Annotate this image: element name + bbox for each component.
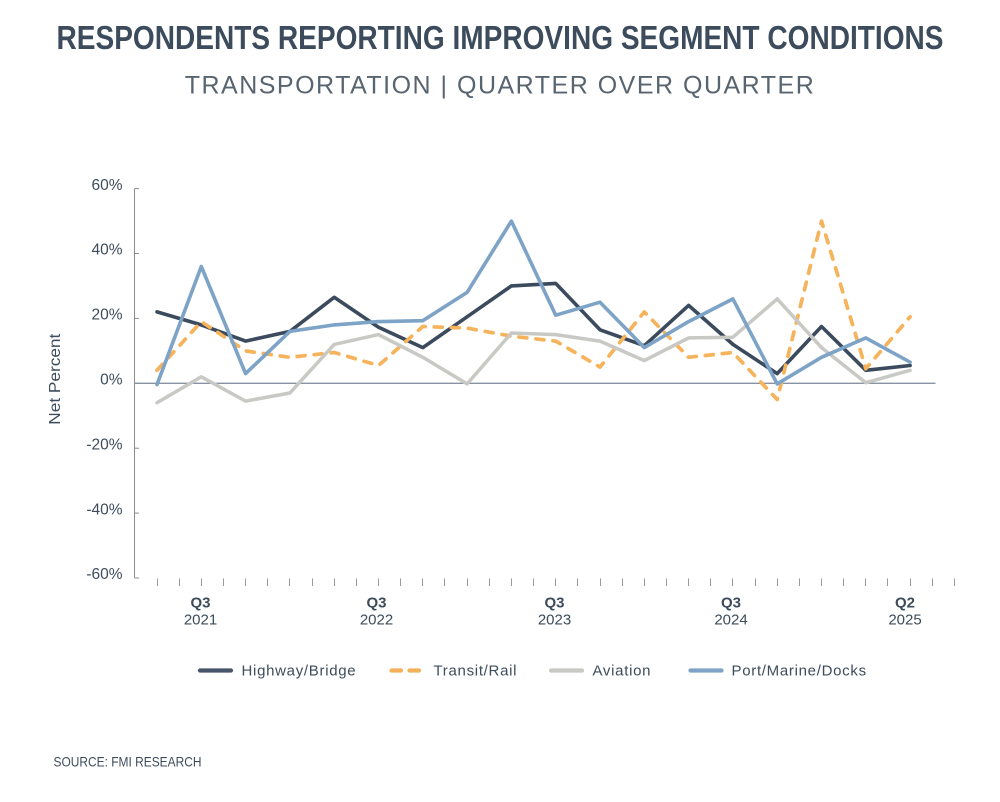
- svg-text:Q3: Q3: [190, 595, 210, 612]
- svg-text:TRANSPORTATION | QUARTER OVER: TRANSPORTATION | QUARTER OVER QUARTER: [185, 71, 816, 99]
- svg-text:Q3: Q3: [721, 595, 741, 612]
- svg-text:RESPONDENTS REPORTING IMPROVIN: RESPONDENTS REPORTING IMPROVING SEGMENT …: [57, 19, 944, 56]
- svg-text:Q3: Q3: [366, 595, 386, 612]
- svg-text:2024: 2024: [714, 612, 747, 629]
- svg-text:Port/Marine/Docks: Port/Marine/Docks: [732, 662, 867, 679]
- svg-text:-40%: -40%: [86, 501, 122, 518]
- svg-text:Aviation: Aviation: [593, 662, 652, 679]
- svg-text:2023: 2023: [538, 612, 571, 629]
- svg-text:Net Percent: Net Percent: [47, 333, 64, 425]
- svg-text:Q2: Q2: [895, 595, 915, 612]
- svg-text:60%: 60%: [91, 177, 122, 194]
- svg-text:SOURCE: FMI RESEARCH: SOURCE: FMI RESEARCH: [54, 754, 202, 770]
- svg-text:-20%: -20%: [86, 436, 122, 453]
- svg-text:0%: 0%: [100, 372, 123, 389]
- svg-text:2021: 2021: [184, 612, 217, 629]
- svg-text:2025: 2025: [888, 612, 921, 629]
- svg-text:-60%: -60%: [86, 566, 122, 583]
- svg-text:Highway/Bridge: Highway/Bridge: [242, 662, 357, 679]
- svg-text:40%: 40%: [91, 242, 122, 259]
- svg-text:20%: 20%: [91, 307, 122, 324]
- svg-text:Q3: Q3: [544, 595, 564, 612]
- svg-text:2022: 2022: [360, 612, 393, 629]
- svg-text:Transit/Rail: Transit/Rail: [434, 662, 518, 679]
